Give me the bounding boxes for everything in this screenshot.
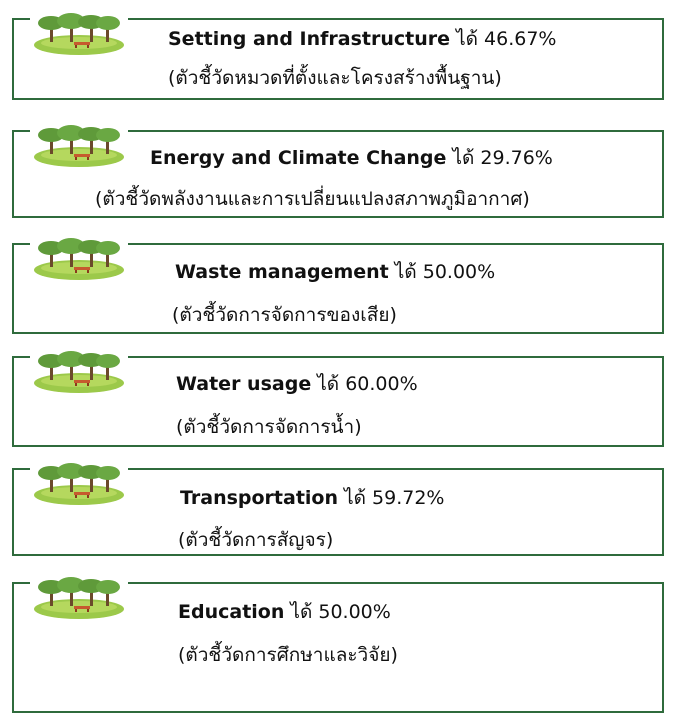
page: Setting and Infrastructure ได้ 46.67% (ตั… — [0, 0, 675, 713]
park-icon — [30, 237, 128, 281]
card-heading: Waste management ได้ 50.00% — [175, 257, 495, 287]
score: 50.00% — [318, 601, 390, 623]
park-icon — [30, 576, 128, 620]
got-label: ได้ — [452, 147, 474, 169]
card-title: Setting and Infrastructure — [168, 28, 450, 50]
score: 60.00% — [345, 373, 417, 395]
card-title: Water usage — [176, 373, 311, 395]
score: 50.00% — [423, 261, 495, 283]
score: 46.67% — [484, 28, 556, 50]
got-label: ได้ — [344, 487, 366, 509]
got-label: ได้ — [456, 28, 478, 50]
card-title: Education — [178, 601, 284, 623]
got-label: ได้ — [317, 373, 339, 395]
card-subtitle: (ตัวชี้วัดการศึกษาและวิจัย) — [178, 640, 398, 670]
card-subtitle: (ตัวชี้วัดการจัดการของเสีย) — [172, 300, 397, 330]
card-title: Waste management — [175, 261, 389, 283]
got-label: ได้ — [395, 261, 417, 283]
card-subtitle: (ตัวชี้วัดการจัดการน้ำ) — [176, 412, 362, 442]
park-icon — [30, 124, 128, 168]
got-label: ได้ — [290, 601, 312, 623]
park-icon — [30, 462, 128, 506]
score: 59.72% — [372, 487, 444, 509]
card-heading: Water usage ได้ 60.00% — [176, 369, 418, 399]
card-heading: Transportation ได้ 59.72% — [180, 483, 444, 513]
card-heading: Setting and Infrastructure ได้ 46.67% — [168, 24, 556, 54]
park-icon — [30, 12, 128, 56]
card-title: Energy and Climate Change — [150, 147, 446, 169]
card-heading: Energy and Climate Change ได้ 29.76% — [150, 143, 553, 173]
card-subtitle: (ตัวชี้วัดหมวดที่ตั้งและโครงสร้างพื้นฐาน… — [168, 63, 502, 93]
park-icon — [30, 350, 128, 394]
card-subtitle: (ตัวชี้วัดการสัญจร) — [178, 525, 333, 555]
card-subtitle: (ตัวชี้วัดพลังงานและการเปลี่ยนแปลงสภาพภู… — [95, 184, 530, 214]
card-heading: Education ได้ 50.00% — [178, 597, 391, 627]
score: 29.76% — [480, 147, 552, 169]
card-title: Transportation — [180, 487, 338, 509]
